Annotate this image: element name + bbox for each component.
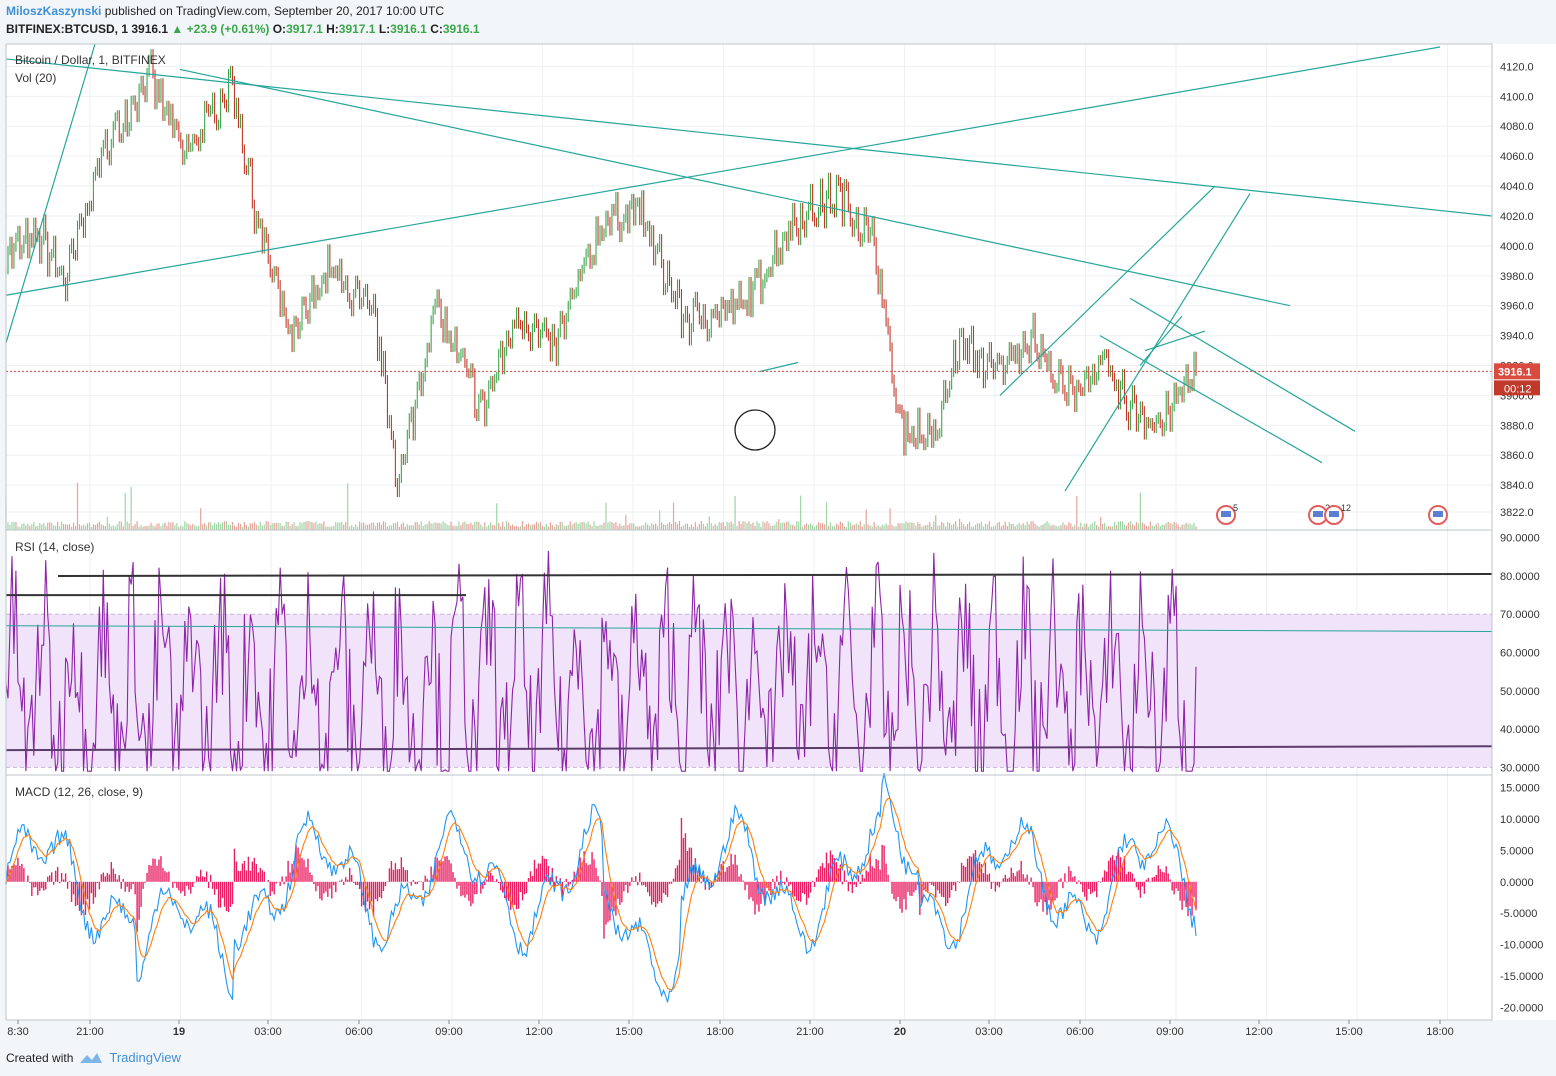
trend-line-10 [759,361,799,373]
macd-tick-label: -20.0000 [1500,1002,1543,1014]
trend-line-4 [999,185,1216,396]
macd-pane-border [5,774,1493,1021]
price-tick-label: 4040.0 [1500,181,1534,193]
price-tick-label: 4080.0 [1500,121,1534,133]
signal-line [5,797,1197,991]
price-tick-label: 4020.0 [1500,211,1534,223]
x-tick-label: 06:00 [1066,1026,1094,1038]
flag-icon [1313,511,1323,517]
x-tick-label: 20 [894,1026,906,1038]
x-tick-label: 8:30 [7,1026,28,1038]
open-value: 3917.1 [286,22,323,36]
flag-icon [1329,511,1339,517]
close-value: 3916.1 [442,22,480,36]
countdown-badge-text: 00:12 [1504,383,1532,395]
event-count-label: 12 [1341,503,1351,513]
event-count-label: 5 [1233,503,1238,513]
trend-line-3 [179,68,1291,307]
x-tick-label: 09:00 [1156,1026,1184,1038]
x-tick-label: 21:00 [76,1026,104,1038]
symbol-info: BITFINEX:BTCUSD, 1 3916.1 ▲ +23.9 (+0.61… [6,22,480,36]
high-value: 3917.1 [338,22,376,36]
up-arrow-icon: ▲ [171,22,184,36]
macd-tick-label: 10.0000 [1500,814,1540,826]
rsi-tick-label: 50.0000 [1500,686,1540,698]
trend-line-6 [1129,297,1356,432]
price-tick-label: 3880.0 [1500,420,1534,432]
price-tick-label: 4100.0 [1500,91,1534,103]
price-tick-label: 3960.0 [1500,301,1534,313]
author-link[interactable]: MiloszKaszynski [6,4,102,18]
rsi-tick-label: 60.0000 [1500,648,1540,660]
price-tick-label: 3822.0 [1500,507,1534,519]
flag-icon [1221,511,1231,517]
countdown-badge [1494,380,1540,396]
price-tick-label: 3840.0 [1500,480,1534,492]
last-price-badge [1494,363,1540,380]
rsi-tick-label: 40.0000 [1500,724,1540,736]
price-tick-label: 4120.0 [1500,61,1534,73]
trend-line-1 [5,46,1441,296]
x-tick-label: 12:00 [1245,1026,1273,1038]
tradingview-link[interactable]: TradingView [109,1050,181,1065]
circle-annotation [734,409,776,451]
macd-tick-label: 5.0000 [1500,845,1534,857]
macd-tick-label: -15.0000 [1500,971,1543,983]
rsi-tick-label: 90.0000 [1500,533,1540,545]
x-tick-label: 18:00 [706,1026,734,1038]
trend-line-9 [1139,315,1183,366]
price-tick-label: 3980.0 [1500,271,1534,283]
created-with-text: Created with [6,1050,74,1065]
volume-pane-title: Vol (20) [15,71,57,85]
x-tick-label: 09:00 [435,1026,463,1038]
last-price-badge-text: 3916.1 [1498,366,1532,378]
change-text: ▲ +23.9 (+0.61%) [171,22,270,36]
price-tick-label: 3860.0 [1500,450,1534,462]
macd-tick-label: 15.0000 [1500,783,1540,795]
last-price: 3916.1 [131,22,169,36]
rsi-line [5,550,1197,773]
published-text: published on TradingView.com, September … [104,4,445,18]
x-tick-label: 19 [173,1026,185,1038]
x-tick-label: 12:00 [525,1026,553,1038]
macd-line [5,772,1197,1003]
publish-info: MiloszKaszynski published on TradingView… [6,4,444,18]
symbol-label: BITFINEX:BTCUSD, 1 [6,22,129,36]
footer: Created with TradingView [6,1050,181,1065]
price-pane-title: Bitcoin / Dollar, 1, BITFINEX [15,53,166,67]
rsi-pane-title: RSI (14, close) [15,540,95,554]
rsi-trendline-upper [57,573,1493,577]
macd-pane-title: MACD (12, 26, close, 9) [15,785,144,799]
x-tick-label: 18:00 [1426,1026,1454,1038]
rsi-teal-line [5,625,1493,632]
rsi-tick-label: 70.0000 [1500,609,1540,621]
trend-line-7 [1099,335,1323,464]
x-tick-label: 06:00 [345,1026,373,1038]
price-tick-label: 3940.0 [1500,331,1534,343]
tradingview-logo-icon [80,1052,103,1063]
rsi-tick-label: 30.0000 [1500,762,1540,774]
flag-icon [1433,511,1443,517]
y-axis-background [1492,44,1556,1020]
low-value: 3916.1 [390,22,427,36]
price-tick-label: 4000.0 [1500,241,1534,253]
rsi-trendline-lower [5,745,1493,752]
macd-tick-label: -5.0000 [1500,908,1537,920]
macd-tick-label: 0.0000 [1500,877,1534,889]
x-tick-label: 21:00 [796,1026,824,1038]
x-tick-label: 15:00 [615,1026,643,1038]
x-tick-label: 15:00 [1335,1026,1363,1038]
x-tick-label: 03:00 [975,1026,1003,1038]
rsi-tick-label: 80.0000 [1500,571,1540,583]
trend-line-5 [1064,193,1251,492]
x-tick-label: 03:00 [254,1026,282,1038]
macd-tick-label: -10.0000 [1500,940,1543,952]
price-tick-label: 4060.0 [1500,151,1534,163]
